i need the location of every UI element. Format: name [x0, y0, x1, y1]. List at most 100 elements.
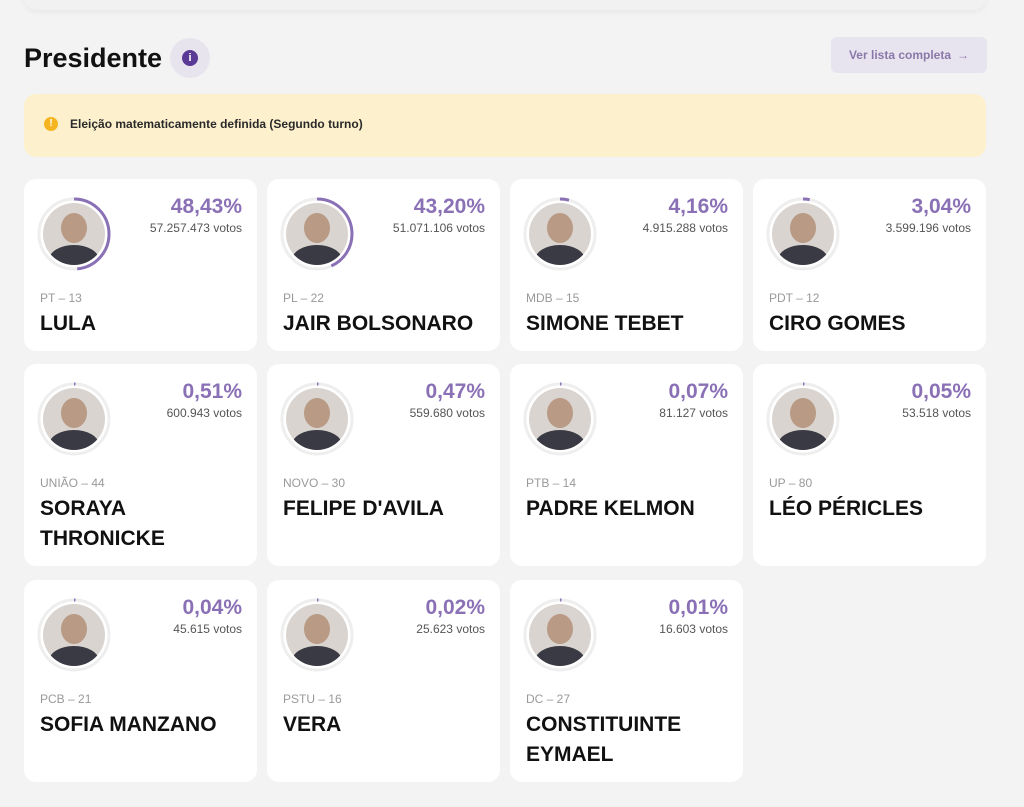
candidate-card[interactable]: 0,07% 81.127 votos PTB – 14 PADRE KELMON: [510, 364, 743, 566]
vote-percentage: 0,04%: [182, 596, 242, 619]
candidate-card[interactable]: 0,04% 45.615 votos PCB – 21 SOFIA MANZAN…: [24, 580, 257, 782]
candidate-grid: 48,43% 57.257.473 votos PT – 13 LULA 43,…: [24, 179, 986, 782]
vote-count: 81.127 votos: [659, 406, 728, 420]
party-number: PCB – 21: [40, 692, 92, 706]
candidate-card[interactable]: 4,16% 4.915.288 votos MDB – 15 SIMONE TE…: [510, 179, 743, 351]
candidate-photo: [529, 604, 591, 666]
candidate-card[interactable]: 0,51% 600.943 votos UNIÃO – 44 SORAYA TH…: [24, 364, 257, 566]
candidate-card[interactable]: 0,01% 16.603 votos DC – 27 CONSTITUINTE …: [510, 580, 743, 782]
candidate-name: VERA: [283, 713, 342, 736]
arrow-right-icon: →: [957, 48, 970, 62]
vote-progress-ring: [37, 598, 111, 672]
vote-progress-ring: [280, 382, 354, 456]
party-number: PTB – 14: [526, 476, 577, 490]
candidate-avatar: [36, 196, 112, 272]
party-number: PDT – 12: [769, 291, 820, 305]
candidate-avatar: [279, 597, 355, 673]
vote-progress-ring: [523, 598, 597, 672]
candidate-name: LULA: [40, 312, 96, 335]
vote-count: 25.623 votos: [416, 622, 485, 636]
candidate-avatar: [279, 381, 355, 457]
vote-percentage: 43,20%: [413, 195, 485, 218]
page-title: Presidente i: [24, 38, 211, 78]
info-icon: i: [182, 50, 199, 66]
alert-text: Eleição matematicamente definida (Segund…: [70, 116, 363, 131]
candidate-name: JAIR BOLSONARO: [283, 312, 474, 335]
vote-count: 3.599.196 votos: [885, 221, 971, 235]
vote-progress-ring: [280, 598, 354, 672]
candidate-avatar: [765, 196, 841, 272]
vote-progress-ring: [280, 197, 354, 271]
party-number: NOVO – 30: [283, 476, 346, 490]
candidate-avatar: [522, 597, 598, 673]
candidate-name: FELIPE D'AVILA: [283, 497, 444, 520]
full-list-label: Ver lista completa: [848, 48, 952, 62]
info-button[interactable]: i: [170, 38, 211, 78]
vote-percentage: 0,05%: [911, 380, 971, 403]
candidate-card[interactable]: 3,04% 3.599.196 votos PDT – 12 CIRO GOME…: [753, 179, 986, 351]
title-text: Presidente: [24, 42, 163, 73]
candidate-card[interactable]: 43,20% 51.071.106 votos PL – 22 JAIR BOL…: [267, 179, 500, 351]
warning-icon: !: [44, 116, 58, 131]
vote-count: 4.915.288 votos: [642, 221, 728, 235]
candidate-card[interactable]: 0,02% 25.623 votos PSTU – 16 VERA: [267, 580, 500, 782]
vote-progress-ring: [766, 382, 840, 456]
vote-count: 16.603 votos: [659, 622, 728, 636]
party-number: PL – 22: [283, 291, 324, 305]
candidate-photo: [43, 604, 105, 666]
top-panel: [24, 0, 986, 10]
candidate-photo: [286, 604, 348, 666]
candidate-name: SOFIA MANZANO: [40, 713, 217, 736]
party-number: UNIÃO – 44: [40, 476, 105, 490]
party-number: DC – 27: [526, 692, 571, 706]
candidate-photo: [529, 203, 591, 265]
election-alert: ! Eleição matematicamente definida (Segu…: [24, 94, 986, 157]
candidate-photo: [772, 388, 834, 450]
candidate-name: CIRO GOMES: [769, 312, 906, 335]
candidate-name: SIMONE TEBET: [526, 312, 684, 335]
candidate-name: LÉO PÉRICLES: [769, 497, 924, 520]
vote-percentage: 0,07%: [668, 380, 728, 403]
party-number: MDB – 15: [526, 291, 580, 305]
candidate-card[interactable]: 48,43% 57.257.473 votos PT – 13 LULA: [24, 179, 257, 351]
candidate-avatar: [522, 196, 598, 272]
candidate-avatar: [36, 597, 112, 673]
vote-progress-ring: [37, 197, 111, 271]
candidate-photo: [529, 388, 591, 450]
vote-progress-ring: [766, 197, 840, 271]
party-number: UP – 80: [769, 476, 813, 490]
party-number: PSTU – 16: [283, 692, 342, 706]
vote-count: 559.680 votos: [409, 406, 485, 420]
candidate-photo: [286, 388, 348, 450]
candidate-photo: [43, 388, 105, 450]
candidate-card[interactable]: 0,05% 53.518 votos UP – 80 LÉO PÉRICLES: [753, 364, 986, 566]
vote-progress-ring: [37, 382, 111, 456]
candidate-photo: [772, 203, 834, 265]
vote-percentage: 3,04%: [911, 195, 971, 218]
candidate-avatar: [36, 381, 112, 457]
vote-count: 51.071.106 votos: [392, 221, 485, 235]
candidate-name: PADRE KELMON: [526, 497, 695, 520]
vote-count: 53.518 votos: [902, 406, 971, 420]
candidate-photo: [286, 203, 348, 265]
candidate-avatar: [522, 381, 598, 457]
vote-percentage: 48,43%: [170, 195, 242, 218]
vote-percentage: 0,51%: [182, 380, 242, 403]
candidate-avatar: [279, 196, 355, 272]
candidate-photo: [43, 203, 105, 265]
party-number: PT – 13: [40, 291, 82, 305]
vote-percentage: 0,01%: [668, 596, 728, 619]
vote-progress-ring: [523, 382, 597, 456]
vote-percentage: 0,47%: [425, 380, 485, 403]
candidate-name: SORAYA THRONICKE: [40, 497, 165, 550]
candidate-card[interactable]: 0,47% 559.680 votos NOVO – 30 FELIPE D'A…: [267, 364, 500, 566]
candidate-avatar: [765, 381, 841, 457]
full-list-button[interactable]: Ver lista completa →: [831, 37, 987, 73]
vote-percentage: 4,16%: [668, 195, 728, 218]
vote-count: 600.943 votos: [166, 406, 242, 420]
candidate-name: CONSTITUINTE EYMAEL: [526, 713, 682, 766]
vote-progress-ring: [523, 197, 597, 271]
vote-count: 57.257.473 votos: [149, 221, 242, 235]
vote-count: 45.615 votos: [173, 622, 242, 636]
vote-percentage: 0,02%: [425, 596, 485, 619]
